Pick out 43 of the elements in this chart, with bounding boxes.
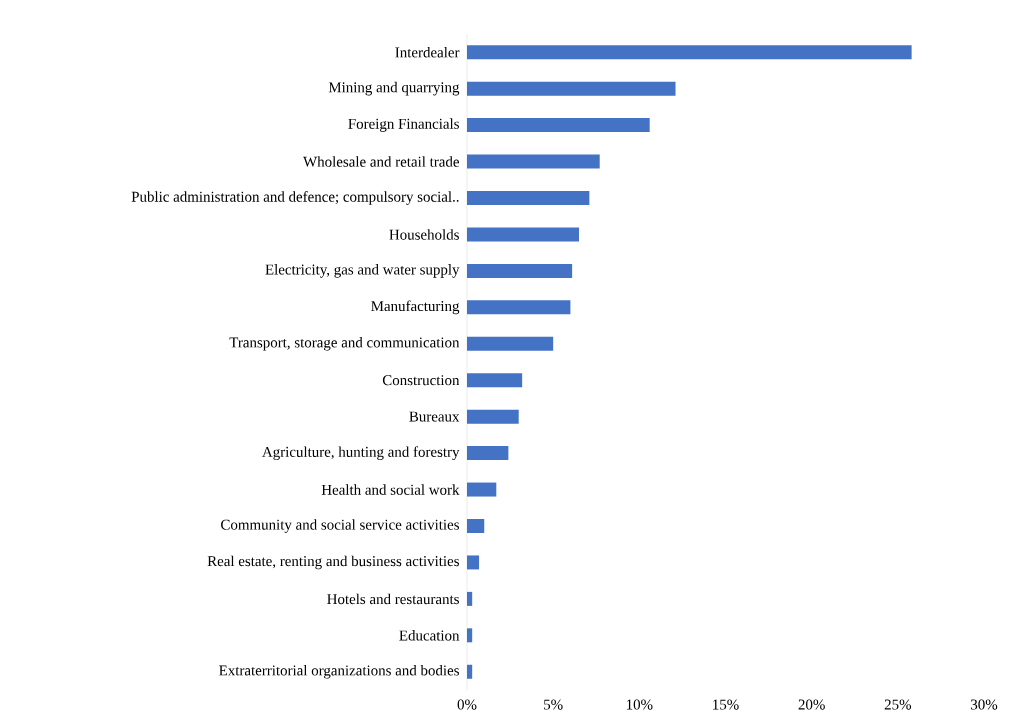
y-tick-label: Foreign Financials — [348, 118, 459, 132]
y-tick-label: Hotels and restaurants — [327, 593, 459, 605]
bar — [467, 81, 676, 96]
bar — [467, 664, 473, 679]
bar — [467, 118, 650, 133]
bar — [467, 446, 509, 461]
bar — [467, 300, 571, 315]
y-tick-label: Education — [399, 630, 460, 641]
y-tick-label: Manufacturing — [371, 300, 460, 315]
y-tick-label: Real estate, renting and business activities — [207, 555, 459, 570]
y-tick-label: Electricity, gas and water supply — [265, 264, 460, 278]
x-tick-label: 15% — [713, 699, 739, 710]
x-tick-label: 25% — [884, 699, 912, 710]
bar — [467, 409, 519, 424]
x-tick-label: 5% — [544, 699, 563, 710]
y-tick-label: Bureaux — [409, 411, 460, 422]
bar — [467, 591, 473, 606]
y-tick-label: Wholesale and retail trade — [303, 156, 459, 167]
y-tick-label: Agriculture, hunting and forestry — [262, 446, 460, 460]
y-tick-label: Community and social service activities — [221, 519, 459, 533]
y-tick-label: Health and social work — [321, 484, 460, 495]
y-tick-label: Construction — [382, 375, 460, 386]
bar — [467, 555, 480, 570]
bar — [467, 482, 497, 497]
x-tick-label: 30% — [971, 699, 998, 710]
y-tick-label: Extraterritorial organizations and bodies — [219, 664, 459, 679]
bar — [467, 518, 485, 533]
y-tick-label: Transport, storage and communication — [229, 336, 460, 351]
y-tick-label: Mining and quarrying — [328, 81, 460, 96]
bar — [467, 227, 580, 242]
y-tick-label: Public administration and defence; compulsory social.. — [131, 191, 459, 205]
bar — [467, 373, 523, 388]
bar — [467, 190, 590, 205]
x-tick-label: 0% — [457, 699, 477, 710]
y-tick-label: Households — [389, 229, 459, 240]
bar — [467, 336, 554, 351]
bar — [467, 154, 600, 169]
bar — [467, 263, 573, 278]
x-tick-label: 10% — [626, 699, 653, 710]
bar — [467, 628, 473, 643]
y-tick-label: Interdealer — [395, 46, 460, 58]
bar — [467, 45, 912, 60]
x-tick-label: 20% — [798, 699, 825, 710]
